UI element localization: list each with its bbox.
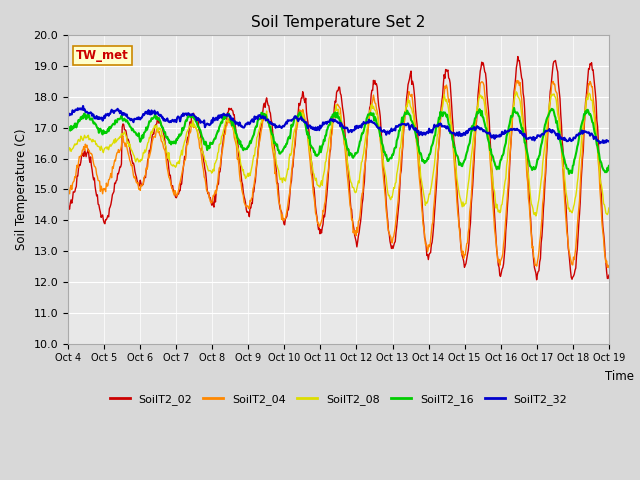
SoilT2_02 [533, 277, 541, 283]
SoilT2_08 [605, 205, 612, 211]
SoilT2_32 [64, 112, 72, 118]
Title: Soil Temperature Set 2: Soil Temperature Set 2 [252, 15, 426, 30]
SoilT2_16 [605, 163, 612, 169]
SoilT2_02 [184, 134, 192, 140]
SoilT2_04 [404, 96, 412, 101]
SoilT2_08 [74, 138, 82, 144]
SoilT2_04 [130, 173, 138, 179]
SoilT2_32 [74, 105, 82, 111]
SoilT2_16 [74, 120, 82, 125]
Y-axis label: Soil Temperature (C): Soil Temperature (C) [15, 129, 28, 250]
SoilT2_02 [64, 206, 72, 212]
SoilT2_08 [64, 148, 72, 154]
SoilT2_02 [420, 223, 428, 229]
SoilT2_16 [404, 111, 412, 117]
SoilT2_02 [404, 82, 412, 88]
SoilT2_02 [605, 272, 612, 278]
SoilT2_04 [513, 78, 521, 84]
SoilT2_02 [213, 184, 221, 190]
SoilT2_16 [565, 171, 573, 177]
SoilT2_04 [184, 138, 192, 144]
Line: SoilT2_04: SoilT2_04 [68, 81, 609, 267]
SoilT2_16 [420, 158, 428, 164]
SoilT2_08 [532, 213, 540, 219]
Legend: SoilT2_02, SoilT2_04, SoilT2_08, SoilT2_16, SoilT2_32: SoilT2_02, SoilT2_04, SoilT2_08, SoilT2_… [105, 389, 572, 409]
X-axis label: Time: Time [605, 370, 634, 383]
SoilT2_32 [186, 111, 193, 117]
SoilT2_04 [74, 165, 82, 170]
SoilT2_16 [184, 114, 192, 120]
SoilT2_08 [184, 126, 192, 132]
SoilT2_32 [79, 103, 87, 109]
Line: SoilT2_02: SoilT2_02 [68, 57, 609, 280]
SoilT2_08 [213, 156, 221, 162]
SoilT2_08 [404, 97, 412, 103]
SoilT2_16 [510, 105, 518, 111]
Line: SoilT2_16: SoilT2_16 [68, 108, 609, 174]
SoilT2_08 [420, 192, 428, 198]
SoilT2_04 [64, 186, 72, 192]
SoilT2_02 [74, 173, 82, 179]
SoilT2_04 [213, 183, 221, 189]
SoilT2_32 [214, 117, 221, 123]
Line: SoilT2_08: SoilT2_08 [68, 92, 609, 216]
SoilT2_32 [596, 141, 604, 146]
SoilT2_32 [605, 138, 612, 144]
SoilT2_32 [420, 130, 428, 136]
SoilT2_02 [130, 160, 138, 166]
SoilT2_16 [64, 128, 72, 134]
Line: SoilT2_32: SoilT2_32 [68, 106, 609, 144]
Text: TW_met: TW_met [76, 49, 129, 62]
SoilT2_08 [130, 152, 138, 157]
SoilT2_32 [131, 116, 138, 122]
SoilT2_04 [605, 264, 612, 270]
SoilT2_32 [405, 122, 413, 128]
SoilT2_08 [513, 89, 520, 95]
SoilT2_04 [420, 226, 428, 231]
SoilT2_16 [130, 128, 138, 133]
SoilT2_16 [213, 131, 221, 136]
SoilT2_02 [514, 54, 522, 60]
